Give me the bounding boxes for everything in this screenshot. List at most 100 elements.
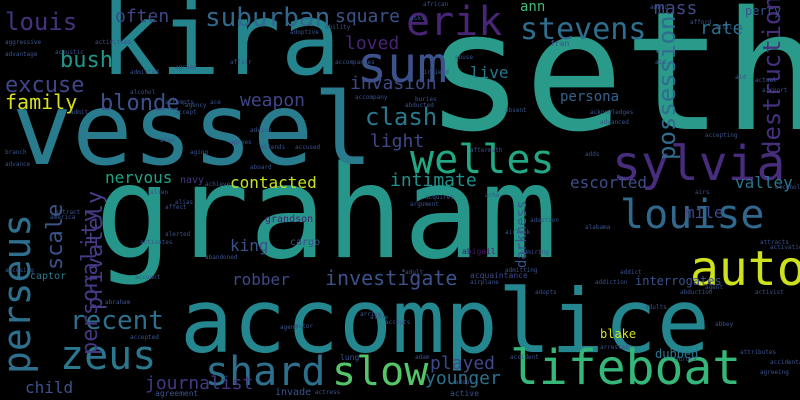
- cloud-word: louise: [620, 192, 765, 238]
- cloud-word: attributes: [740, 349, 777, 356]
- cloud-word: abducted: [405, 102, 434, 109]
- cloud-word: child: [25, 378, 74, 397]
- cloud-word: cargo: [290, 237, 321, 248]
- cloud-word: activities: [95, 39, 132, 46]
- cloud-word: vessel: [12, 71, 374, 188]
- cloud-word: advanced: [600, 119, 629, 126]
- cloud-word: abuse: [455, 54, 474, 61]
- cloud-word: advantage: [5, 51, 38, 58]
- cloud-word: king: [230, 236, 269, 255]
- cloud-word: mass: [654, 0, 698, 19]
- cloud-word: active: [450, 389, 479, 398]
- cloud-word: blonde: [100, 91, 180, 116]
- cloud-word: abbey: [715, 321, 734, 328]
- cloud-word: robber: [232, 270, 290, 289]
- cloud-word: accomplice: [180, 270, 710, 373]
- cloud-word: lifeboat: [510, 340, 742, 396]
- cloud-word: alias: [175, 199, 194, 206]
- cloud-word: accusing: [5, 267, 34, 274]
- cloud-word: affair: [230, 59, 252, 66]
- cloud-word: aggressive: [5, 39, 42, 46]
- cloud-word: accident: [510, 354, 539, 361]
- cloud-word: actress: [315, 389, 341, 396]
- cloud-word: attends: [260, 144, 286, 151]
- cloud-word: invasion: [350, 73, 437, 94]
- cloud-word: airfield: [420, 69, 449, 76]
- cloud-word: admitted: [130, 69, 159, 76]
- cloud-word: alcoholic: [775, 184, 800, 191]
- cloud-word: intimate: [390, 170, 477, 191]
- cloud-word: lung: [340, 353, 360, 362]
- cloud-word: accompanies: [335, 59, 375, 66]
- cloud-word: journalist: [145, 373, 254, 394]
- cloud-word: achieve: [205, 181, 231, 188]
- cloud-word: light: [370, 131, 425, 152]
- cloud-word: recent: [70, 306, 164, 336]
- cloud-word: advance: [5, 161, 31, 168]
- cloud-word: attic: [715, 24, 734, 31]
- cloud-word: played: [430, 353, 496, 374]
- cloud-word: alabama: [585, 224, 611, 231]
- cloud-word: absent: [505, 107, 527, 114]
- cloud-word: activation: [770, 244, 800, 251]
- cloud-word: adoption: [530, 217, 559, 224]
- cloud-word: account: [135, 274, 161, 281]
- cloud-word: acoustic: [55, 49, 84, 56]
- cloud-word: shard: [205, 349, 326, 395]
- cloud-word: america: [50, 214, 76, 221]
- cloud-word: navy: [180, 175, 205, 186]
- cloud-word: actor: [295, 323, 314, 330]
- cloud-word: alex: [160, 137, 175, 144]
- cloud-word: nervous: [105, 168, 173, 187]
- cloud-word: accepted: [130, 334, 159, 341]
- cloud-word: alerted: [165, 231, 191, 238]
- cloud-word: accepting: [705, 132, 738, 139]
- cloud-word: abduction: [680, 289, 713, 296]
- cloud-word: family: [5, 90, 78, 114]
- cloud-word: agreed: [175, 64, 197, 71]
- cloud-word: stevens: [520, 12, 647, 47]
- cloud-word: abraham: [105, 299, 131, 306]
- cloud-word: attempts: [165, 99, 194, 106]
- cloud-word: accidentally: [770, 359, 800, 366]
- cloud-word: asks: [410, 15, 425, 22]
- cloud-word: admiring: [520, 249, 549, 256]
- cloud-word: grandson: [265, 214, 314, 225]
- cloud-word: seth: [425, 0, 800, 168]
- cloud-word: aboard: [250, 164, 272, 171]
- cloud-word: perry: [745, 4, 782, 18]
- cloud-word: fran: [550, 39, 570, 48]
- cloud-word: erik: [406, 0, 503, 45]
- cloud-word: acquaintance: [470, 271, 528, 280]
- cloud-word: accepts: [385, 319, 411, 326]
- cloud-word: arrested: [600, 344, 629, 351]
- cloud-word: live: [470, 63, 509, 82]
- cloud-word: possession: [653, 15, 681, 161]
- cloud-word: square: [335, 6, 401, 27]
- cloud-word: weapon: [240, 90, 306, 111]
- cloud-word: valley: [735, 173, 793, 192]
- cloud-word: addiction: [595, 279, 628, 286]
- cloud-word: clash: [365, 103, 438, 131]
- cloud-word: zeus: [60, 333, 157, 379]
- cloud-word: sylvia: [612, 136, 786, 192]
- cloud-word: louis: [5, 8, 78, 36]
- cloud-word: investigate: [325, 266, 458, 290]
- cloud-word: airplane: [470, 279, 499, 286]
- cloud-word: activist: [755, 289, 784, 296]
- cloud-word: admitting: [505, 267, 538, 274]
- cloud-word: adult: [405, 269, 424, 276]
- cloud-word: auto: [690, 241, 800, 297]
- cloud-word: ace: [210, 99, 221, 106]
- cloud-word: contacted: [230, 173, 317, 192]
- cloud-word: slow: [332, 349, 429, 395]
- cloud-word: abandoned: [205, 254, 238, 261]
- cloud-word: interrogates: [635, 274, 722, 288]
- cloud-word: excuse: [5, 73, 85, 98]
- cloud-word: acknowledges: [590, 109, 634, 116]
- cloud-word: branch: [5, 149, 27, 156]
- cloud-word: blake: [600, 327, 637, 341]
- cloud-word: ache: [485, 192, 500, 199]
- cloud-word: agreement: [155, 389, 199, 398]
- cloud-word: alcohol: [130, 89, 156, 96]
